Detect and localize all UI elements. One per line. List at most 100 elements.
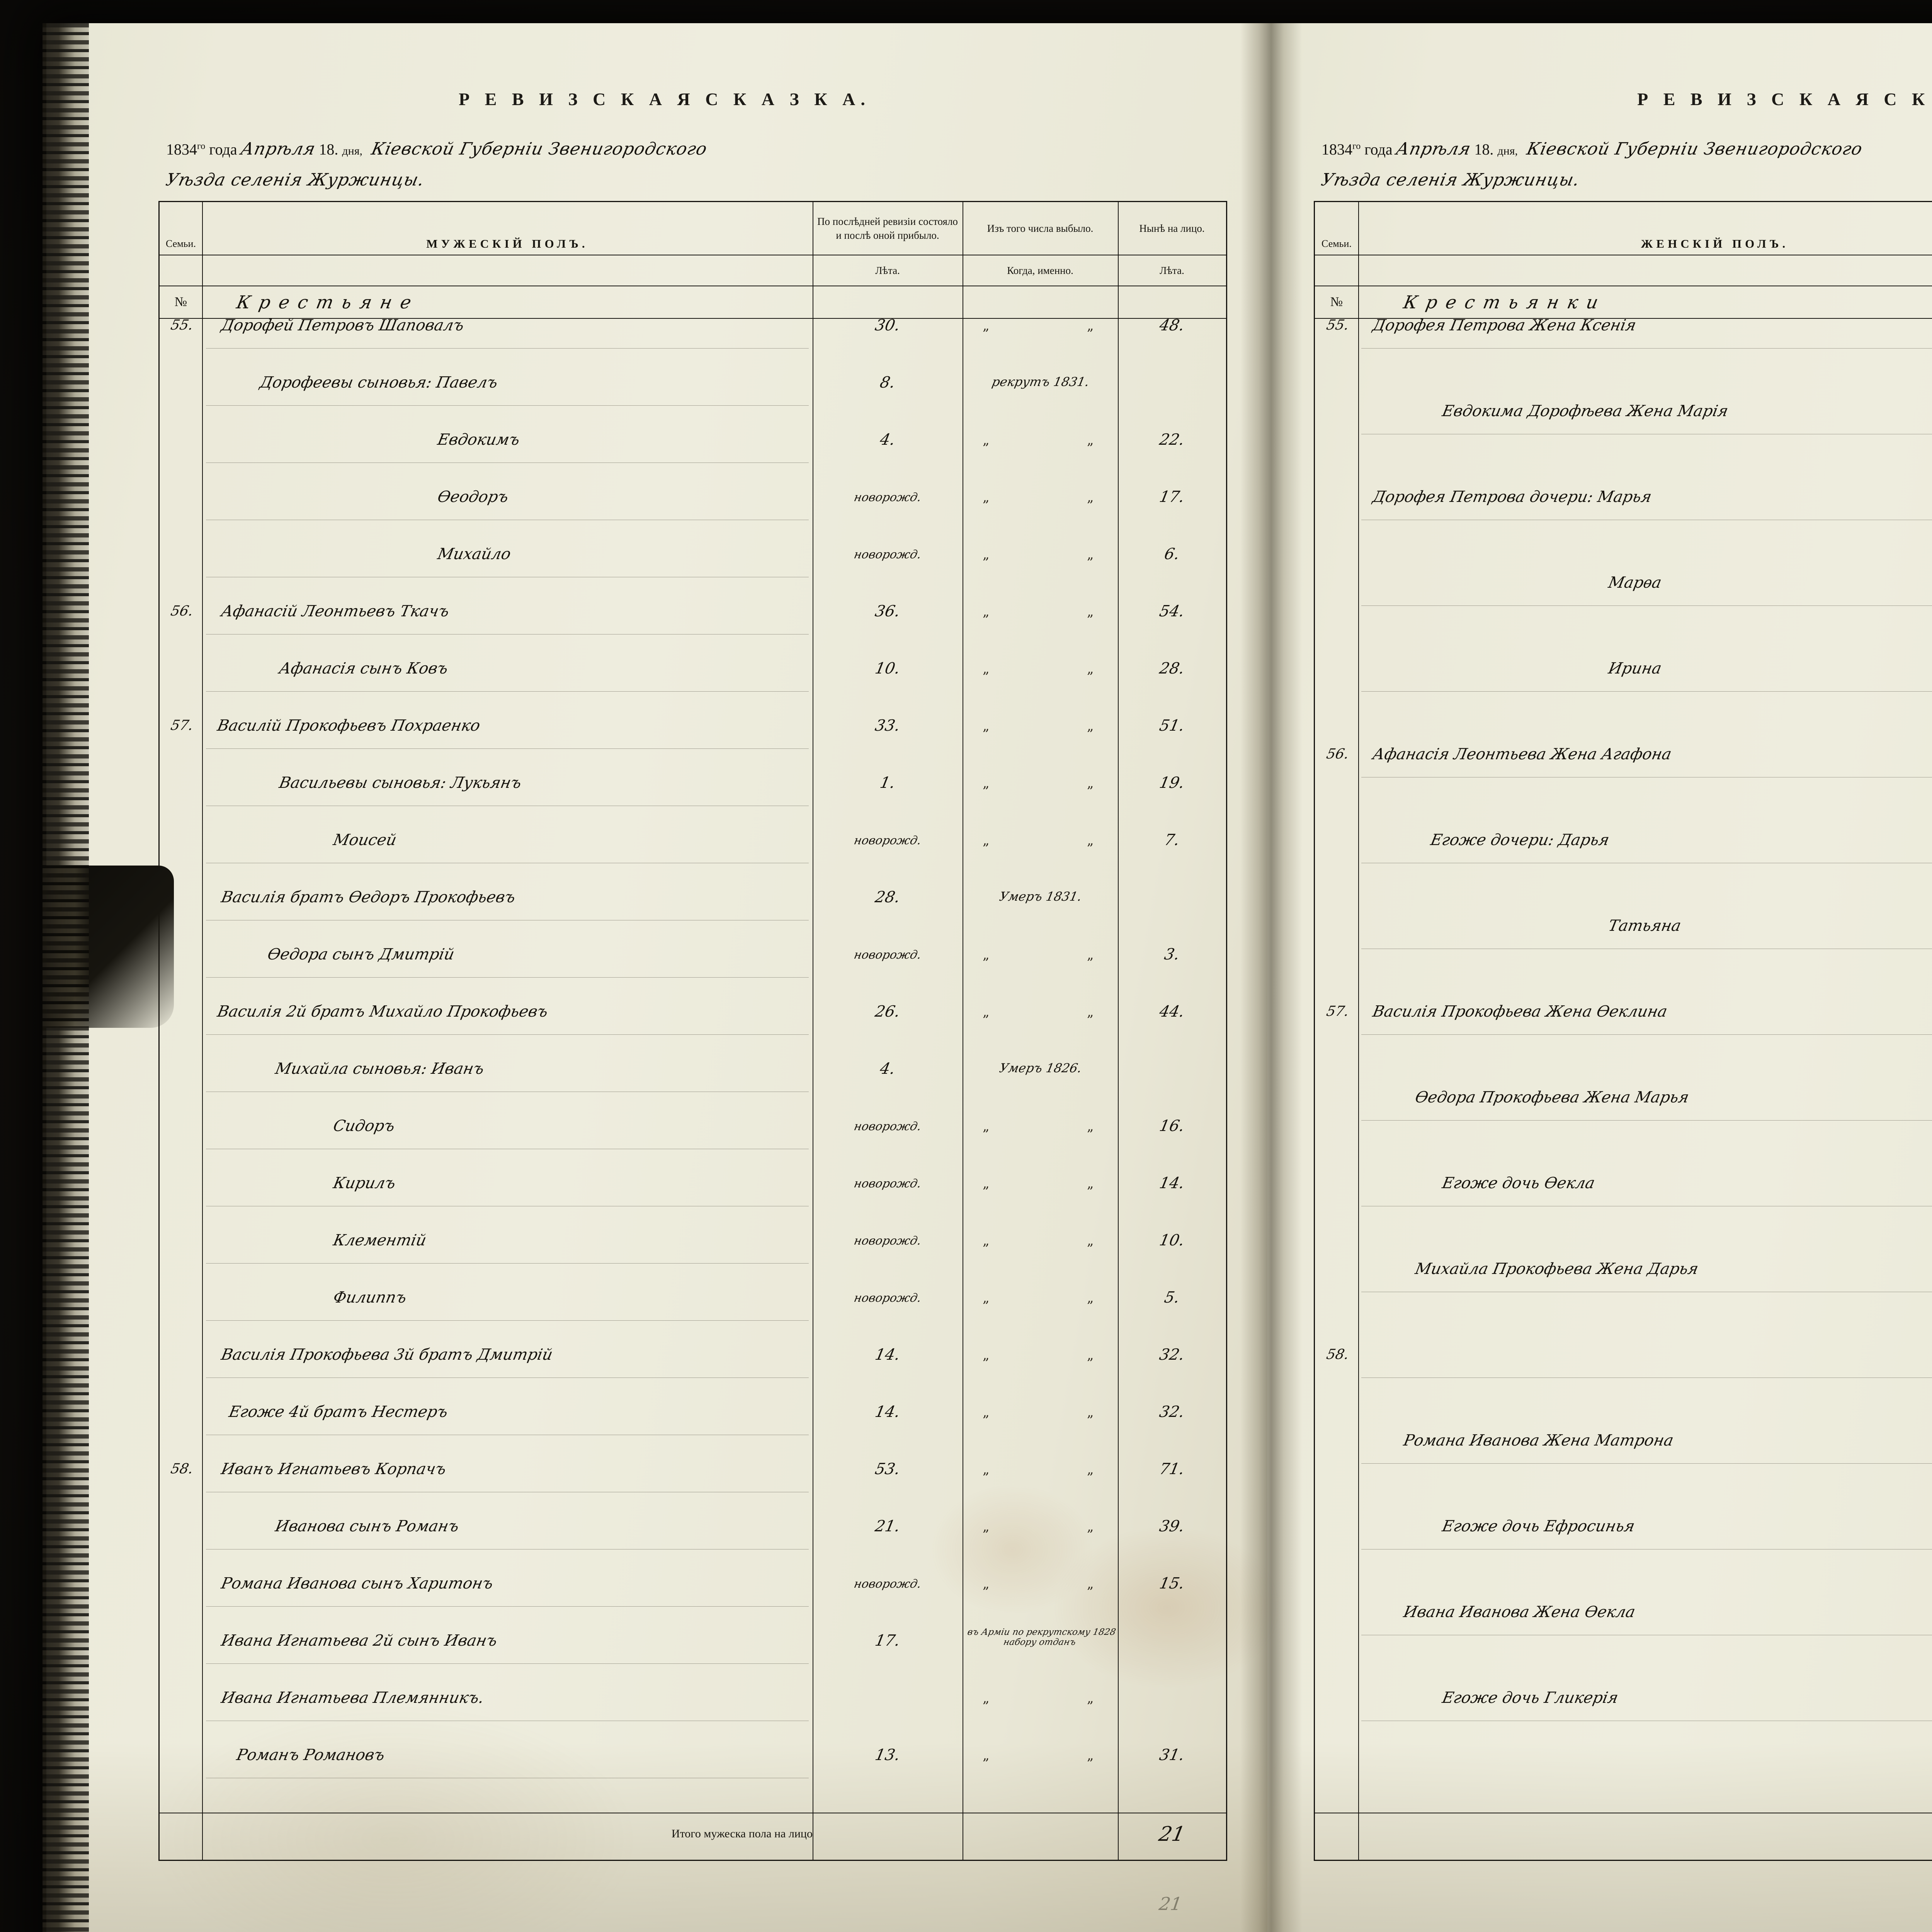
ruled-line	[206, 1606, 809, 1607]
ditto-mark: „	[983, 833, 990, 848]
ditto-mark: „	[1087, 661, 1094, 677]
family-number: 58.	[169, 1461, 195, 1477]
family-number: 55.	[169, 317, 195, 333]
age-previous-revision: новорожд.	[853, 1291, 923, 1305]
ruled-line	[1361, 348, 1932, 349]
age-previous-revision: 10.	[873, 660, 902, 677]
age-previous-revision: 13.	[873, 1746, 902, 1764]
person-name: Василiя 2й братъ Михайло Прокофьевъ	[216, 1003, 549, 1020]
person-name: Васильевы сыновья: Лукьянъ	[277, 774, 523, 792]
age-previous-revision: 30.	[873, 316, 902, 334]
right-preamble-year: 1834	[1321, 141, 1352, 158]
left-preamble-place-2: Уѣзда селенiя Журжинцы.	[164, 170, 427, 190]
person-name: Филиппъ	[332, 1289, 408, 1306]
ditto-mark: „	[983, 776, 990, 791]
ditto-mark: „	[1087, 1462, 1094, 1477]
ruled-line	[206, 348, 809, 349]
left-header-years-1: Лѣта.	[875, 264, 900, 276]
person-name: Ѳеодоръ	[436, 488, 510, 506]
person-name: Иванова сынъ Романъ	[274, 1517, 461, 1535]
age-now: 14.	[1158, 1174, 1186, 1192]
age-now: 19.	[1158, 774, 1186, 792]
right-header-family-no: Семьи.	[1321, 238, 1352, 250]
person-name: Михайла Прокофьева Жена Дарья	[1413, 1260, 1700, 1278]
age-previous-revision: 17.	[873, 1632, 902, 1650]
age-now: 6.	[1163, 545, 1181, 563]
age-previous-revision: новорожд.	[853, 1234, 923, 1248]
ruled-line	[1361, 691, 1932, 692]
person-name: Ѳедора Прокофьева Жена Марья	[1413, 1088, 1690, 1106]
person-name: Афанасiя сынъ Ковъ	[277, 660, 450, 677]
left-header-prev-revision: По послѣдней ревизiи состояло и послѣ он…	[817, 215, 958, 241]
left-preamble-year-suffix: го	[197, 141, 206, 151]
ditto-mark: „	[983, 1347, 990, 1363]
ditto-mark: „	[983, 1576, 990, 1592]
age-now: 10.	[1158, 1231, 1186, 1249]
family-number: 56.	[1325, 746, 1350, 762]
ditto-mark: „	[983, 1519, 990, 1534]
left-preamble-dnya: дня,	[342, 145, 363, 157]
ruled-line	[1361, 1120, 1932, 1121]
left-header-when-exactly: Когда, именно.	[1007, 264, 1073, 276]
person-name: Ирина	[1607, 660, 1663, 677]
person-name: Романа Иванова Жена Матрона	[1402, 1432, 1675, 1449]
ditto-mark: „	[1087, 1519, 1094, 1534]
age-previous-revision: 14.	[873, 1346, 902, 1364]
family-number: 55.	[1325, 317, 1350, 333]
age-previous-revision: 4.	[878, 431, 897, 449]
person-name: Иванъ Игнатьевъ Корпачъ	[219, 1460, 448, 1478]
right-preamble-place-2: Уѣзда селенiя Журжинцы.	[1319, 170, 1582, 190]
departed-when: Умеръ 1826.	[998, 1061, 1083, 1075]
family-number: 57.	[169, 718, 195, 733]
ruled-line	[206, 1663, 809, 1664]
ditto-mark: „	[1087, 1119, 1094, 1134]
departed-when: Умеръ 1831.	[998, 889, 1083, 904]
age-previous-revision: 33.	[873, 717, 902, 735]
age-now: 51.	[1158, 717, 1186, 735]
ditto-mark: „	[1087, 1405, 1094, 1420]
age-previous-revision: 26.	[873, 1003, 902, 1020]
person-name: Ѳедора сынъ Дмитрiй	[266, 946, 456, 963]
person-name: Дорофея Петрова дочери: Марья	[1371, 488, 1653, 506]
age-now: 28.	[1158, 660, 1186, 677]
person-name: Ивана Игнатьева 2й сынъ Иванъ	[219, 1632, 499, 1650]
person-name: Клементiй	[332, 1231, 428, 1249]
right-total-label: Итого женска пола на лицо	[1725, 1827, 1932, 1840]
left-header-estate-hand: Крестьяне	[235, 292, 422, 313]
person-name: Василiй Прокофьевъ Похраенко	[216, 717, 482, 735]
person-name: Василiя Прокофьева 3й братъ Дмитрiй	[219, 1346, 554, 1364]
age-now: 16.	[1158, 1117, 1186, 1135]
person-name: Романа Иванова сынъ Харитонъ	[219, 1575, 495, 1592]
ditto-mark: „	[1087, 1576, 1094, 1592]
person-name: Михайла сыновья: Иванъ	[274, 1060, 486, 1078]
ditto-mark: „	[983, 1290, 990, 1306]
person-name: Моисей	[332, 831, 398, 849]
age-now: 39.	[1158, 1517, 1186, 1535]
person-name: Василiя братъ Ѳедоръ Прокофьевъ	[219, 888, 517, 906]
age-previous-revision: 53.	[873, 1460, 902, 1478]
age-now: 44.	[1158, 1003, 1186, 1020]
age-now: 3.	[1163, 946, 1181, 963]
left-header-no-symbol: №	[174, 295, 187, 310]
left-preamble-month: Апрѣля	[239, 139, 317, 159]
left-preamble-line1: 1834го года Апрѣля 18. дня, Кiевской Губ…	[166, 139, 709, 159]
person-name: Егоже дочь Ѳекла	[1440, 1174, 1597, 1192]
ditto-mark: „	[1087, 833, 1094, 848]
right-preamble-day: 18.	[1474, 141, 1494, 158]
person-name: Егоже дочери: Дарья	[1429, 831, 1611, 849]
ditto-mark: „	[983, 661, 990, 677]
ditto-mark: „	[983, 1462, 990, 1477]
age-previous-revision: 1.	[878, 774, 897, 792]
age-previous-revision: 21.	[873, 1517, 902, 1535]
age-now: 17.	[1158, 488, 1186, 506]
ditto-mark: „	[983, 432, 990, 448]
departed-when: рекрутъ 1831.	[990, 374, 1091, 389]
ruled-line	[1361, 1034, 1932, 1035]
left-col-divider-family	[202, 202, 203, 1860]
ruled-line	[206, 977, 809, 978]
left-header-sex: МУЖЕСКIЙ ПОЛЪ.	[426, 237, 588, 251]
age-previous-revision: новорожд.	[853, 548, 923, 561]
left-total-label: Итого мужеска пола на лицо	[671, 1827, 813, 1840]
age-now: 48.	[1158, 316, 1186, 334]
